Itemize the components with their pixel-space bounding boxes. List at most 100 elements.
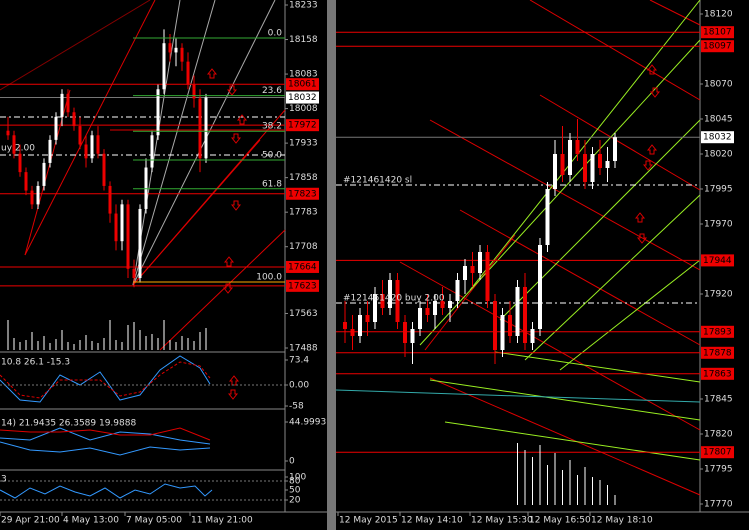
level-label: 18061 [288,80,317,90]
level-tag [701,367,734,380]
level-tag [286,279,319,292]
candle-body [553,154,557,189]
candle-body [500,315,505,350]
candle-body [186,61,190,85]
candle-body [66,93,70,113]
candle-body [590,154,595,182]
level-label: 17878 [703,348,732,358]
candle-body [463,266,467,280]
candle-body [180,47,184,62]
price-tick-label: 17708 [289,242,318,252]
candle-body [448,301,452,308]
candle-body [523,287,527,343]
price-tick-label: 17933 [289,139,318,149]
candle-body [114,213,118,242]
candle-body [156,89,160,136]
candle-body [373,294,377,322]
candle-body [144,167,148,209]
candle-body [120,204,124,242]
level-label: 17807 [703,448,732,458]
candle-body [18,153,22,173]
order-label: uy 2.00 [1,144,35,154]
fib-label: 0.0 [268,29,283,39]
candle-body [433,301,437,315]
candle-body [204,97,208,159]
candle-body [150,135,154,168]
candle-body [162,43,166,90]
fib-label: 38.2 [262,122,282,132]
current-price-label: 18032 [703,133,732,143]
price-tick-label: 17770 [704,500,733,510]
price-tick-label: 17845 [704,395,733,405]
candle-body [568,140,572,175]
price-tick-label: 18120 [704,10,733,20]
fib-label: 23.6 [262,86,282,96]
current-price-tag [701,131,734,144]
indicator-axis-label: 80 [289,477,301,487]
candle-body [102,153,106,186]
time-label: 11 May 21:00 [191,516,253,526]
candle-body [380,294,385,308]
indicator-axis-label: 0.00 [289,381,309,391]
candle-body [343,322,347,329]
candle-body [48,139,52,163]
level-tag [286,78,319,91]
time-label: 12 May 14:10 [401,516,463,526]
level-tag [701,325,734,338]
candle-body [174,47,178,53]
candle-body [515,287,520,336]
candle-body [425,308,430,315]
current-price-tag [286,91,319,104]
level-tag [286,260,319,273]
indicator-axis-label: 73.4 [289,356,309,366]
price-tick-label: 17995 [704,185,733,195]
candle-body [545,189,550,245]
price-tick-label: 18070 [704,80,733,90]
level-tag [701,254,734,267]
candle-body [455,280,460,301]
candle-body [168,43,172,53]
candle-body [350,329,355,336]
candle-body [6,130,10,136]
fib-label: 100.0 [256,273,282,283]
level-label: 18097 [703,42,732,52]
time-label: 12 May 18:10 [591,516,653,526]
right-arrows [634,64,661,244]
order-label: #121461420 sl [343,176,412,186]
price-tick-label: 18233 [289,1,318,11]
level-label: 17893 [703,327,732,337]
candle-body [605,161,610,168]
candle-body [538,245,542,329]
fib-label: 50.0 [262,151,282,161]
time-label: 12 May 2015 [339,516,398,526]
price-tick-label: 18008 [289,104,318,114]
candle-body [403,322,407,343]
price-tick-label: 18158 [289,35,318,45]
candle-body [36,185,40,205]
indicator-axis-label: 44.9993 [289,418,326,428]
level-tag [701,26,734,39]
candle-body [575,140,580,154]
candle-body [96,135,100,154]
right-drawings [335,0,701,496]
candle-body [30,190,34,205]
time-label: 12 May 15:30 [471,516,533,526]
order-label: #121461420 buy 2.00 [343,294,445,304]
price-tick-label: 17858 [289,173,318,183]
price-tick-label: 17795 [704,465,733,475]
candle-body [583,154,587,182]
candle-body [72,112,76,127]
price-tick-label: 18020 [704,150,733,160]
level-tag [701,346,734,359]
frames [0,0,749,513]
candle-body [138,208,142,279]
candle-body [42,162,46,186]
candle-body [24,172,28,191]
indicator-axis-label: 100 [289,473,306,483]
candle-body [478,252,482,273]
candle-body [418,308,422,329]
price-tick-label: 18045 [704,115,733,125]
candle-body [493,301,497,350]
level-label: 17944 [703,256,732,266]
